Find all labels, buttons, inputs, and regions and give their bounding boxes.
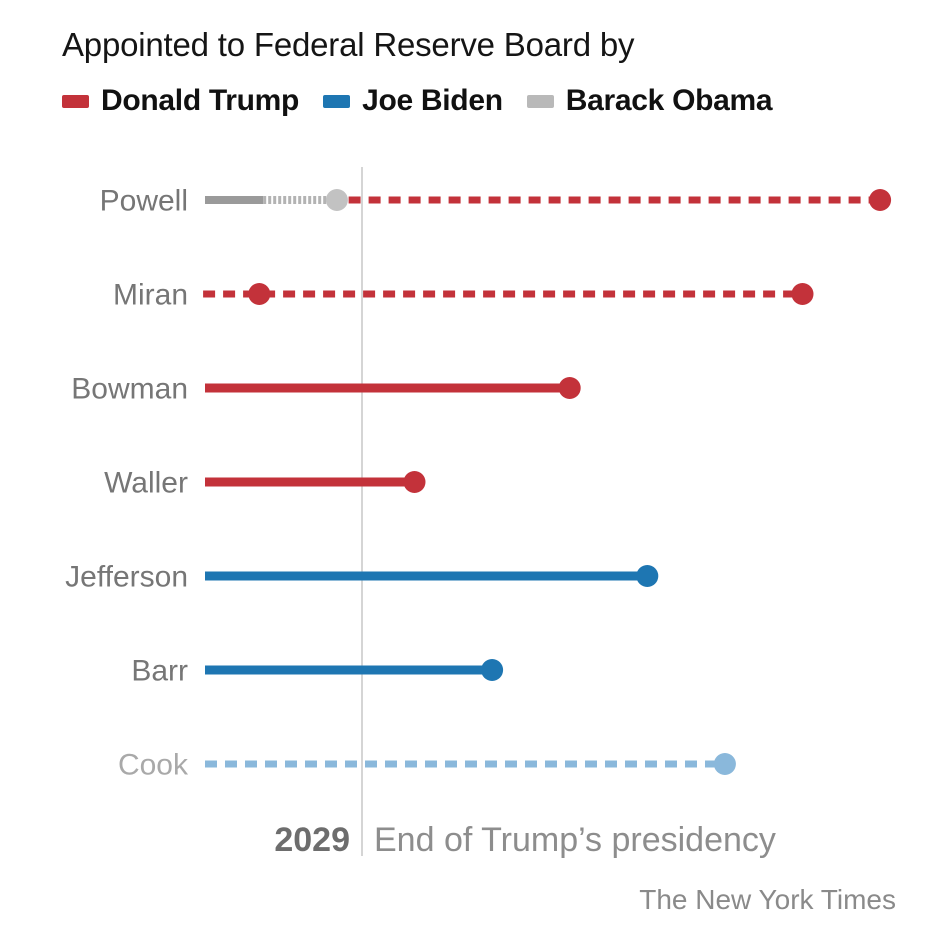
legend-swatch-icon <box>323 94 351 108</box>
legend-item-donald-trump: Donald Trump <box>62 84 299 118</box>
term-end-dot <box>791 283 814 305</box>
row-label-miran: Miran <box>113 279 188 312</box>
term-end-dot <box>636 565 659 587</box>
attribution: The New York Times <box>639 884 896 915</box>
term-end-dot <box>713 753 736 775</box>
term-end-dot <box>558 377 581 399</box>
legend-label: Barack Obama <box>565 84 773 117</box>
row-label-powell: Powell <box>100 185 188 218</box>
term-end-dot <box>403 471 426 493</box>
term-end-dot <box>248 283 271 305</box>
legend-item-joe-biden: Joe Biden <box>323 84 503 118</box>
row-label-waller: Waller <box>104 467 188 500</box>
row-label-bowman: Bowman <box>71 373 188 406</box>
term-end-dot <box>869 189 892 211</box>
axis-year-label: 2029 <box>274 821 350 859</box>
legend-item-barack-obama: Barack Obama <box>526 84 773 118</box>
legend-swatch-icon <box>62 94 89 108</box>
term-end-dot <box>325 189 348 211</box>
row-label-barr: Barr <box>131 655 188 688</box>
legend-label: Donald Trump <box>101 84 300 117</box>
legend-label: Joe Biden <box>362 84 503 117</box>
legend: Donald Trump Joe Biden Barack Obama <box>62 84 773 118</box>
row-label-cook: Cook <box>118 749 189 782</box>
term-end-dot <box>481 659 504 681</box>
chart-title: Appointed to Federal Reserve Board by <box>62 26 635 63</box>
legend-swatch-icon <box>526 94 554 108</box>
axis-note-label: End of Trump’s presidency <box>374 821 776 859</box>
row-label-jefferson: Jefferson <box>65 561 188 594</box>
